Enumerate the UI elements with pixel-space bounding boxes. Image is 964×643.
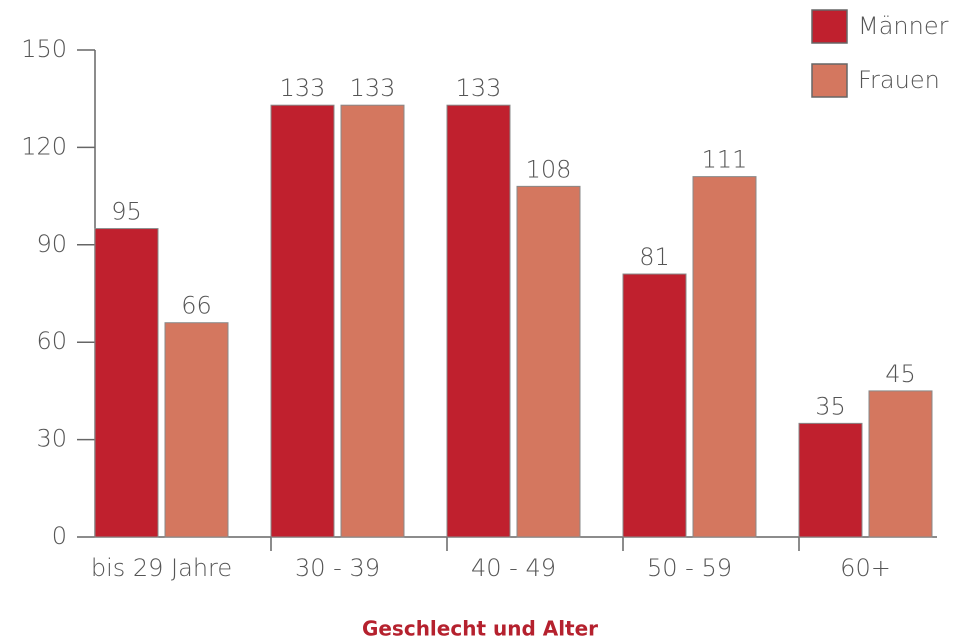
value-label: 133 xyxy=(280,74,326,102)
x-tick-label: 30 - 39 xyxy=(295,554,380,582)
bar xyxy=(340,104,405,538)
bar xyxy=(94,228,159,538)
bar xyxy=(516,185,581,538)
value-label: 133 xyxy=(350,74,396,102)
x-tick-label: 50 - 59 xyxy=(647,554,732,582)
x-tick-label: bis 29 Jahre xyxy=(91,554,232,582)
y-tick-label: 30 xyxy=(36,425,67,453)
y-tick-label: 90 xyxy=(36,230,67,258)
legend-label: Frauen xyxy=(858,66,940,94)
value-label: 81 xyxy=(639,243,670,271)
legend-swatch xyxy=(811,63,848,98)
value-label: 133 xyxy=(456,74,502,102)
bar xyxy=(692,176,757,538)
bar xyxy=(798,422,863,538)
bar xyxy=(868,390,933,538)
legend-label: Männer xyxy=(858,12,949,40)
x-axis-label: Geschlecht und Alter xyxy=(362,617,598,641)
y-tick-label: 150 xyxy=(21,35,67,63)
x-tick-label: 40 - 49 xyxy=(471,554,556,582)
legend-swatch xyxy=(811,9,848,44)
bar xyxy=(622,273,687,538)
value-label: 66 xyxy=(181,292,212,320)
bar xyxy=(446,104,511,538)
value-label: 45 xyxy=(885,360,916,388)
bar xyxy=(164,322,229,538)
value-label: 111 xyxy=(702,146,748,174)
value-label: 95 xyxy=(111,198,142,226)
value-label: 35 xyxy=(815,392,846,420)
y-tick-label: 0 xyxy=(52,522,67,550)
x-tick-label: 60+ xyxy=(840,554,891,582)
bar xyxy=(270,104,335,538)
value-label: 108 xyxy=(526,155,572,183)
y-tick-label: 120 xyxy=(21,132,67,160)
y-tick-label: 60 xyxy=(36,327,67,355)
